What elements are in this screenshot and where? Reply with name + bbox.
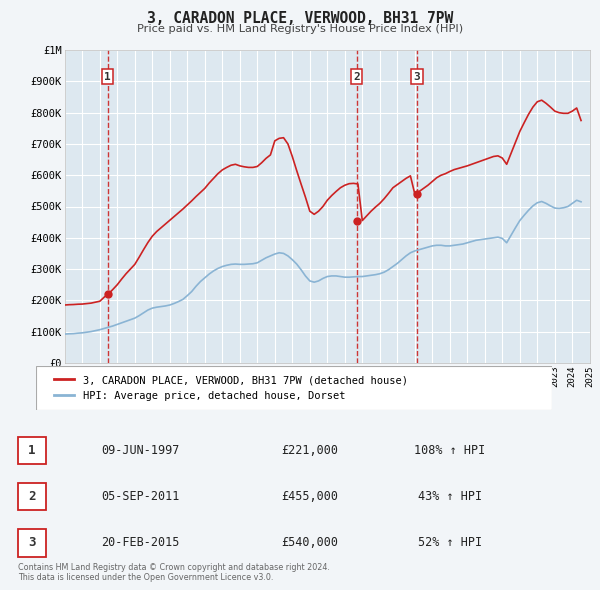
Text: 2: 2 [353,72,360,82]
Text: £221,000: £221,000 [281,444,338,457]
Text: 3: 3 [28,536,36,549]
Bar [18,483,46,510]
Text: Contains HM Land Registry data © Crown copyright and database right 2024.
This d: Contains HM Land Registry data © Crown c… [18,563,330,582]
FancyBboxPatch shape [36,366,552,410]
Text: 3: 3 [414,72,421,82]
Text: 20-FEB-2015: 20-FEB-2015 [101,536,179,549]
Legend: 3, CARADON PLACE, VERWOOD, BH31 7PW (detached house), HPI: Average price, detach: 3, CARADON PLACE, VERWOOD, BH31 7PW (det… [46,368,415,408]
Text: £455,000: £455,000 [281,490,338,503]
Text: 43% ↑ HPI: 43% ↑ HPI [418,490,482,503]
Text: £540,000: £540,000 [281,536,338,549]
Bar [18,437,46,464]
Bar [18,529,46,556]
Text: 05-SEP-2011: 05-SEP-2011 [101,490,179,503]
Text: 3, CARADON PLACE, VERWOOD, BH31 7PW: 3, CARADON PLACE, VERWOOD, BH31 7PW [147,11,453,25]
Text: Price paid vs. HM Land Registry's House Price Index (HPI): Price paid vs. HM Land Registry's House … [137,24,463,34]
Text: 1: 1 [28,444,36,457]
Text: 108% ↑ HPI: 108% ↑ HPI [415,444,485,457]
Text: 52% ↑ HPI: 52% ↑ HPI [418,536,482,549]
Text: 1: 1 [104,72,111,82]
Text: 09-JUN-1997: 09-JUN-1997 [101,444,179,457]
Text: 2: 2 [28,490,36,503]
